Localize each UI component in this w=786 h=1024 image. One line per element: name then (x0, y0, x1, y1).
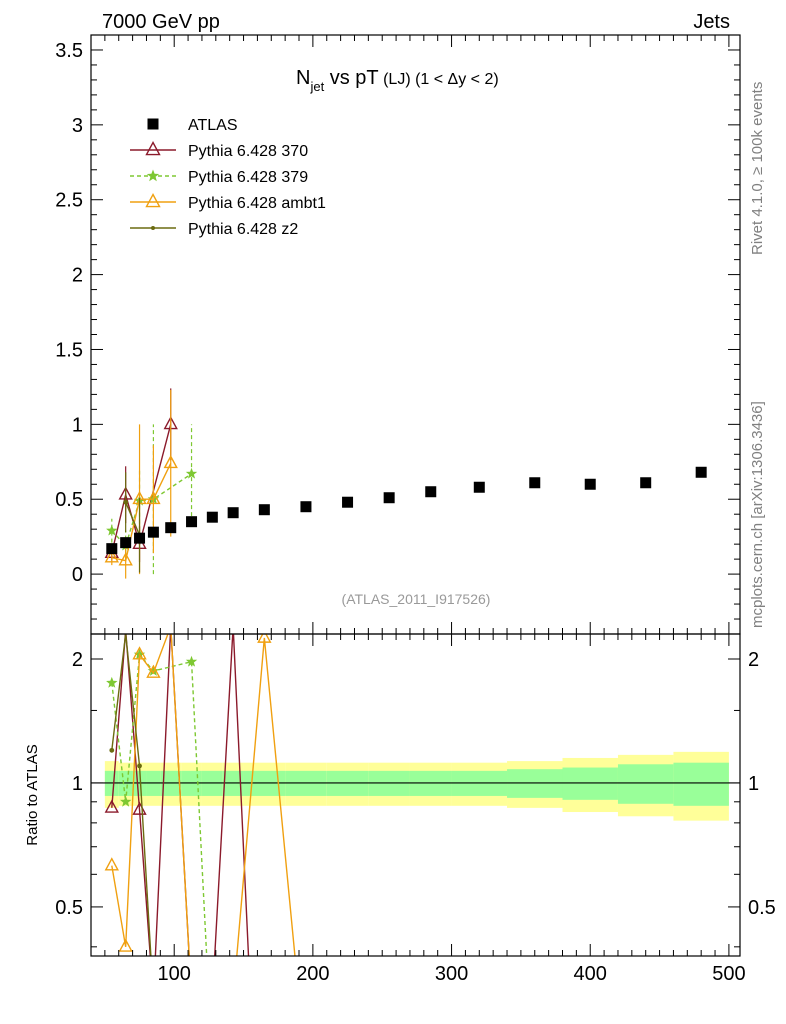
ratio-series-line (111, 634, 152, 956)
atlas-point (147, 526, 159, 538)
chart-title: Njet vs pT (LJ) (1 < Δy < 2) (296, 67, 499, 94)
legend-marker (151, 226, 155, 230)
mc-point (123, 499, 129, 505)
legend-label: ATLAS (188, 117, 238, 134)
atlas-point (186, 516, 198, 528)
ratio-point (257, 634, 272, 643)
ratio-tick-label-right: 1 (748, 773, 759, 795)
atlas-point (227, 507, 239, 519)
mc-point (185, 467, 198, 479)
x-tick-label: 200 (296, 963, 329, 985)
y-tick-label: 2 (72, 265, 83, 287)
ratio-series-line (111, 634, 250, 956)
ratio-point (106, 676, 118, 688)
mc-point (106, 524, 118, 536)
ratio-point (120, 795, 132, 807)
atlas-point (473, 481, 485, 493)
atlas-point (206, 511, 218, 523)
atlas-point (258, 504, 270, 516)
ratio-point (185, 655, 198, 667)
x-tick-label: 300 (435, 963, 468, 985)
x-tick-label: 100 (158, 963, 191, 985)
ratio-point (104, 799, 119, 813)
y-tick-label: 3 (72, 115, 83, 137)
ratio-point (104, 857, 119, 871)
atlas-point (300, 501, 312, 513)
ratio-point (132, 646, 147, 660)
mcplots-reference-label: mcplots.cern.ch [arXiv:1306.3436] (749, 401, 766, 628)
ratio-point (118, 938, 133, 952)
y-tick-label: 0 (72, 564, 83, 586)
ratio-series-line (111, 652, 208, 956)
atlas-point (165, 522, 177, 534)
mc-point (163, 454, 178, 469)
x-tick-label: 400 (574, 963, 607, 985)
atlas-point (425, 486, 437, 498)
rivet-version-label: Rivet 4.1.0, ≥ 100k events (749, 82, 766, 255)
legend-marker (145, 141, 161, 156)
ratio-inner-band (562, 767, 618, 800)
atlas-point (134, 532, 146, 544)
ratio-panel: 0.5 0.5 1 1 2 2 100 200 300 400 500 Ratio to ATLA… (24, 633, 776, 985)
legend-marker (145, 193, 161, 208)
ratio-ylabel: Ratio to ATLAS (24, 744, 41, 845)
legend-label: Pythia 6.428 ambt1 (188, 195, 326, 212)
legend: ATLAS Pythia 6.428 370 Pythia 6.428 379 Pyt… (130, 117, 326, 238)
ratio-tick-label: 0.5 (55, 897, 83, 919)
ratio-point (146, 664, 161, 678)
legend-label: Pythia 6.428 z2 (188, 221, 298, 238)
energy-label: 7000 GeV pp (102, 11, 220, 33)
ratio-tick-label: 2 (72, 649, 83, 671)
atlas-point (640, 477, 652, 489)
legend-label: Pythia 6.428 379 (188, 169, 308, 186)
ratio-inner-band (673, 762, 729, 806)
atlas-point (383, 492, 395, 504)
ratio-series-line (111, 634, 296, 956)
ratio-point (137, 763, 142, 769)
atlas-point (529, 477, 541, 489)
mc-point (104, 549, 119, 563)
y-tick-label: 1.5 (55, 339, 83, 361)
atlas-point (584, 478, 596, 490)
ratio-inner-band (617, 764, 674, 804)
atlas-point (695, 466, 707, 478)
analysis-watermark: (ATLAS_2011_I917526) (342, 591, 491, 607)
y-tick-label: 2.5 (55, 190, 83, 212)
mc-point (146, 490, 161, 505)
main-panel: 0 0.5 1 1.5 2 2.5 3 3.5 Njet vs pT (LJ) (1 < Δy… (55, 34, 741, 635)
y-tick-label: 1 (72, 414, 83, 436)
legend-marker (147, 118, 159, 130)
ratio-point (147, 665, 160, 676)
y-tick-label: 0.5 (55, 489, 83, 511)
ratio-tick-label-right: 0.5 (748, 897, 776, 919)
atlas-point (342, 496, 354, 508)
mc-point (118, 552, 133, 566)
legend-marker (146, 169, 160, 182)
atlas-point (106, 543, 118, 555)
mc-series-line (125, 501, 141, 536)
y-tick-label: 3.5 (55, 40, 83, 62)
process-label: Jets (693, 11, 730, 33)
legend-label: Pythia 6.428 370 (188, 143, 308, 160)
ratio-tick-label-right: 2 (748, 649, 759, 671)
ratio-point (109, 747, 115, 753)
ratio-tick-label: 1 (72, 773, 83, 795)
x-tick-label: 500 (712, 963, 745, 985)
atlas-point (120, 537, 132, 549)
